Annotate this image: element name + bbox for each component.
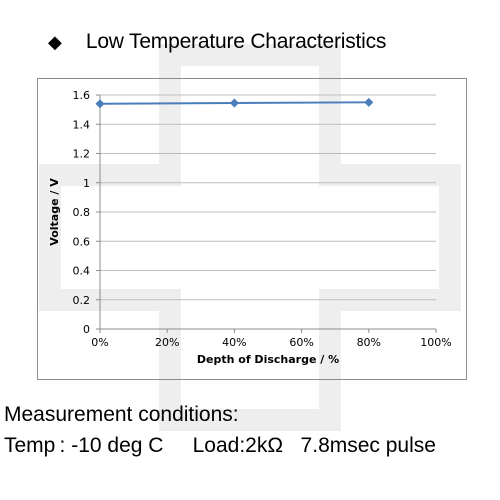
y-tick-label: 1 bbox=[83, 177, 90, 190]
y-tick-label: 0 bbox=[83, 323, 90, 336]
voltage-chart: 0 0.2 0.4 0.6 0.8 1 1.2 1.4 1.6 0% 20% 40% 60% 80% 10… bbox=[48, 89, 452, 366]
diamond-bullet-icon: ◆ bbox=[48, 32, 62, 52]
x-tick-label: 100% bbox=[420, 336, 451, 349]
y-tick-label: 1.4 bbox=[73, 118, 91, 131]
y-tick-label: 0.4 bbox=[73, 265, 91, 278]
chart-frame bbox=[37, 78, 467, 380]
measurement-heading: Measurement conditions: bbox=[4, 403, 239, 426]
y-tick-label: 0.6 bbox=[73, 235, 91, 248]
data-point bbox=[229, 98, 239, 108]
y-tick-label: 0.2 bbox=[73, 294, 91, 307]
title-row: ◆ Low Temperature Characteristics bbox=[48, 30, 386, 54]
x-tick-label: 60% bbox=[289, 336, 313, 349]
data-point bbox=[95, 99, 105, 109]
x-tick-label: 0% bbox=[91, 336, 108, 349]
data-point bbox=[364, 97, 374, 107]
x-tick-label: 80% bbox=[357, 336, 381, 349]
x-axis-label: Depth of Discharge / % bbox=[197, 353, 339, 366]
measurement-details: Temp : -10 deg C Load:2kΩ 7.8msec pulse bbox=[4, 434, 436, 457]
y-axis-label: Voltage / V bbox=[48, 178, 61, 246]
y-tick-label: 1.6 bbox=[73, 89, 91, 102]
page-title: Low Temperature Characteristics bbox=[85, 30, 387, 53]
x-tick-label: 40% bbox=[222, 336, 246, 349]
y-tick-label: 0.8 bbox=[73, 206, 91, 219]
y-tick-label: 1.2 bbox=[73, 148, 91, 161]
x-tick-label: 20% bbox=[155, 336, 179, 349]
